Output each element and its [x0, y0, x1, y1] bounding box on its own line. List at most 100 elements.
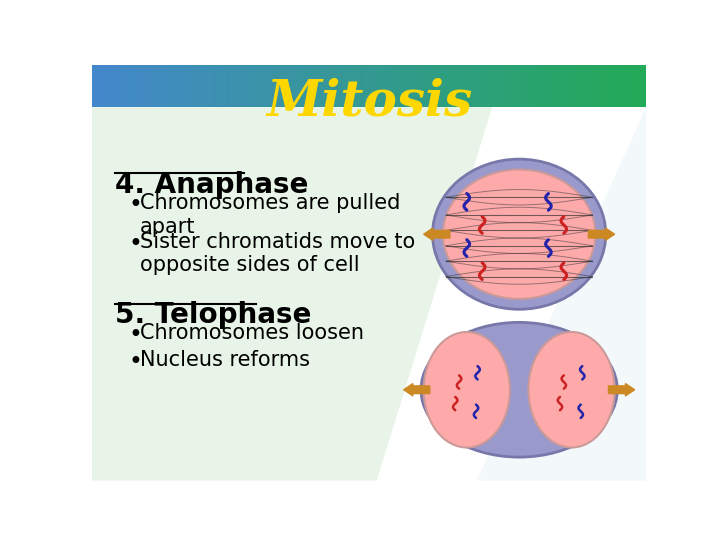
Text: Nucleus reforms: Nucleus reforms	[140, 350, 310, 370]
Bar	[226, 65, 231, 107]
Bar	[420, 65, 426, 107]
Bar	[110, 65, 116, 107]
Bar	[120, 65, 125, 107]
Bar	[554, 65, 559, 107]
Bar	[425, 65, 430, 107]
Bar	[101, 65, 107, 107]
Bar	[609, 65, 615, 107]
Bar	[314, 65, 319, 107]
Bar	[485, 65, 490, 107]
Bar	[535, 65, 541, 107]
Text: •: •	[129, 232, 143, 256]
Bar	[549, 65, 554, 107]
Bar	[138, 65, 143, 107]
Bar	[521, 65, 527, 107]
Bar	[448, 65, 453, 107]
Bar	[115, 65, 120, 107]
Text: 5. Telophase: 5. Telophase	[115, 301, 311, 329]
Bar	[106, 65, 111, 107]
Bar	[295, 65, 300, 107]
Bar	[263, 65, 268, 107]
Bar	[305, 65, 310, 107]
FancyArrow shape	[608, 383, 634, 396]
Bar	[471, 65, 476, 107]
Text: Chromosomes are pulled
apart: Chromosomes are pulled apart	[140, 193, 400, 237]
FancyArrow shape	[404, 383, 430, 396]
Bar	[253, 65, 259, 107]
Bar	[152, 65, 157, 107]
Bar	[148, 65, 153, 107]
Bar	[383, 65, 388, 107]
Bar	[433, 65, 439, 107]
Bar	[207, 65, 212, 107]
Bar	[328, 65, 333, 107]
Text: •: •	[129, 323, 143, 347]
Bar	[189, 65, 194, 107]
Bar	[489, 65, 495, 107]
Bar	[171, 65, 176, 107]
Bar	[133, 65, 139, 107]
Bar	[466, 65, 472, 107]
Bar	[572, 65, 577, 107]
Bar	[595, 65, 600, 107]
Bar	[401, 65, 407, 107]
Bar	[508, 65, 513, 107]
Bar	[605, 65, 610, 107]
Bar	[531, 65, 536, 107]
Bar	[369, 65, 374, 107]
FancyArrow shape	[423, 228, 450, 240]
Bar	[559, 65, 564, 107]
Bar	[230, 65, 235, 107]
Bar	[462, 65, 467, 107]
Ellipse shape	[433, 159, 606, 309]
Bar	[351, 65, 356, 107]
Bar	[346, 65, 351, 107]
Bar	[355, 65, 361, 107]
Bar	[258, 65, 264, 107]
Text: 4. Anaphase: 4. Anaphase	[115, 171, 308, 199]
Bar	[475, 65, 481, 107]
Bar	[415, 65, 420, 107]
Polygon shape	[323, 107, 647, 481]
Bar	[96, 65, 102, 107]
Ellipse shape	[528, 332, 615, 448]
Ellipse shape	[421, 322, 617, 457]
Bar	[577, 65, 582, 107]
Text: •: •	[129, 350, 143, 374]
Text: Mitosis: Mitosis	[266, 78, 472, 127]
Bar	[586, 65, 592, 107]
Bar	[544, 65, 550, 107]
Bar	[360, 65, 365, 107]
Bar	[517, 65, 522, 107]
Bar	[267, 65, 273, 107]
Bar	[332, 65, 338, 107]
Bar	[443, 65, 449, 107]
Bar	[623, 65, 629, 107]
Bar	[249, 65, 254, 107]
Bar	[300, 65, 305, 107]
Bar	[512, 65, 518, 107]
Bar	[494, 65, 499, 107]
Bar	[438, 65, 444, 107]
Bar	[600, 65, 606, 107]
Bar	[567, 65, 573, 107]
Bar	[198, 65, 204, 107]
Bar	[290, 65, 296, 107]
Bar	[456, 65, 462, 107]
Bar	[203, 65, 208, 107]
Bar	[410, 65, 416, 107]
Bar	[175, 65, 180, 107]
Bar	[618, 65, 624, 107]
Bar	[309, 65, 315, 107]
Ellipse shape	[443, 170, 595, 299]
Bar	[364, 65, 370, 107]
Bar	[378, 65, 384, 107]
FancyArrow shape	[588, 228, 615, 240]
Bar	[452, 65, 457, 107]
Bar	[337, 65, 342, 107]
Bar	[129, 65, 134, 107]
Bar	[628, 65, 633, 107]
Bar	[212, 65, 217, 107]
Bar	[582, 65, 587, 107]
Bar	[272, 65, 277, 107]
